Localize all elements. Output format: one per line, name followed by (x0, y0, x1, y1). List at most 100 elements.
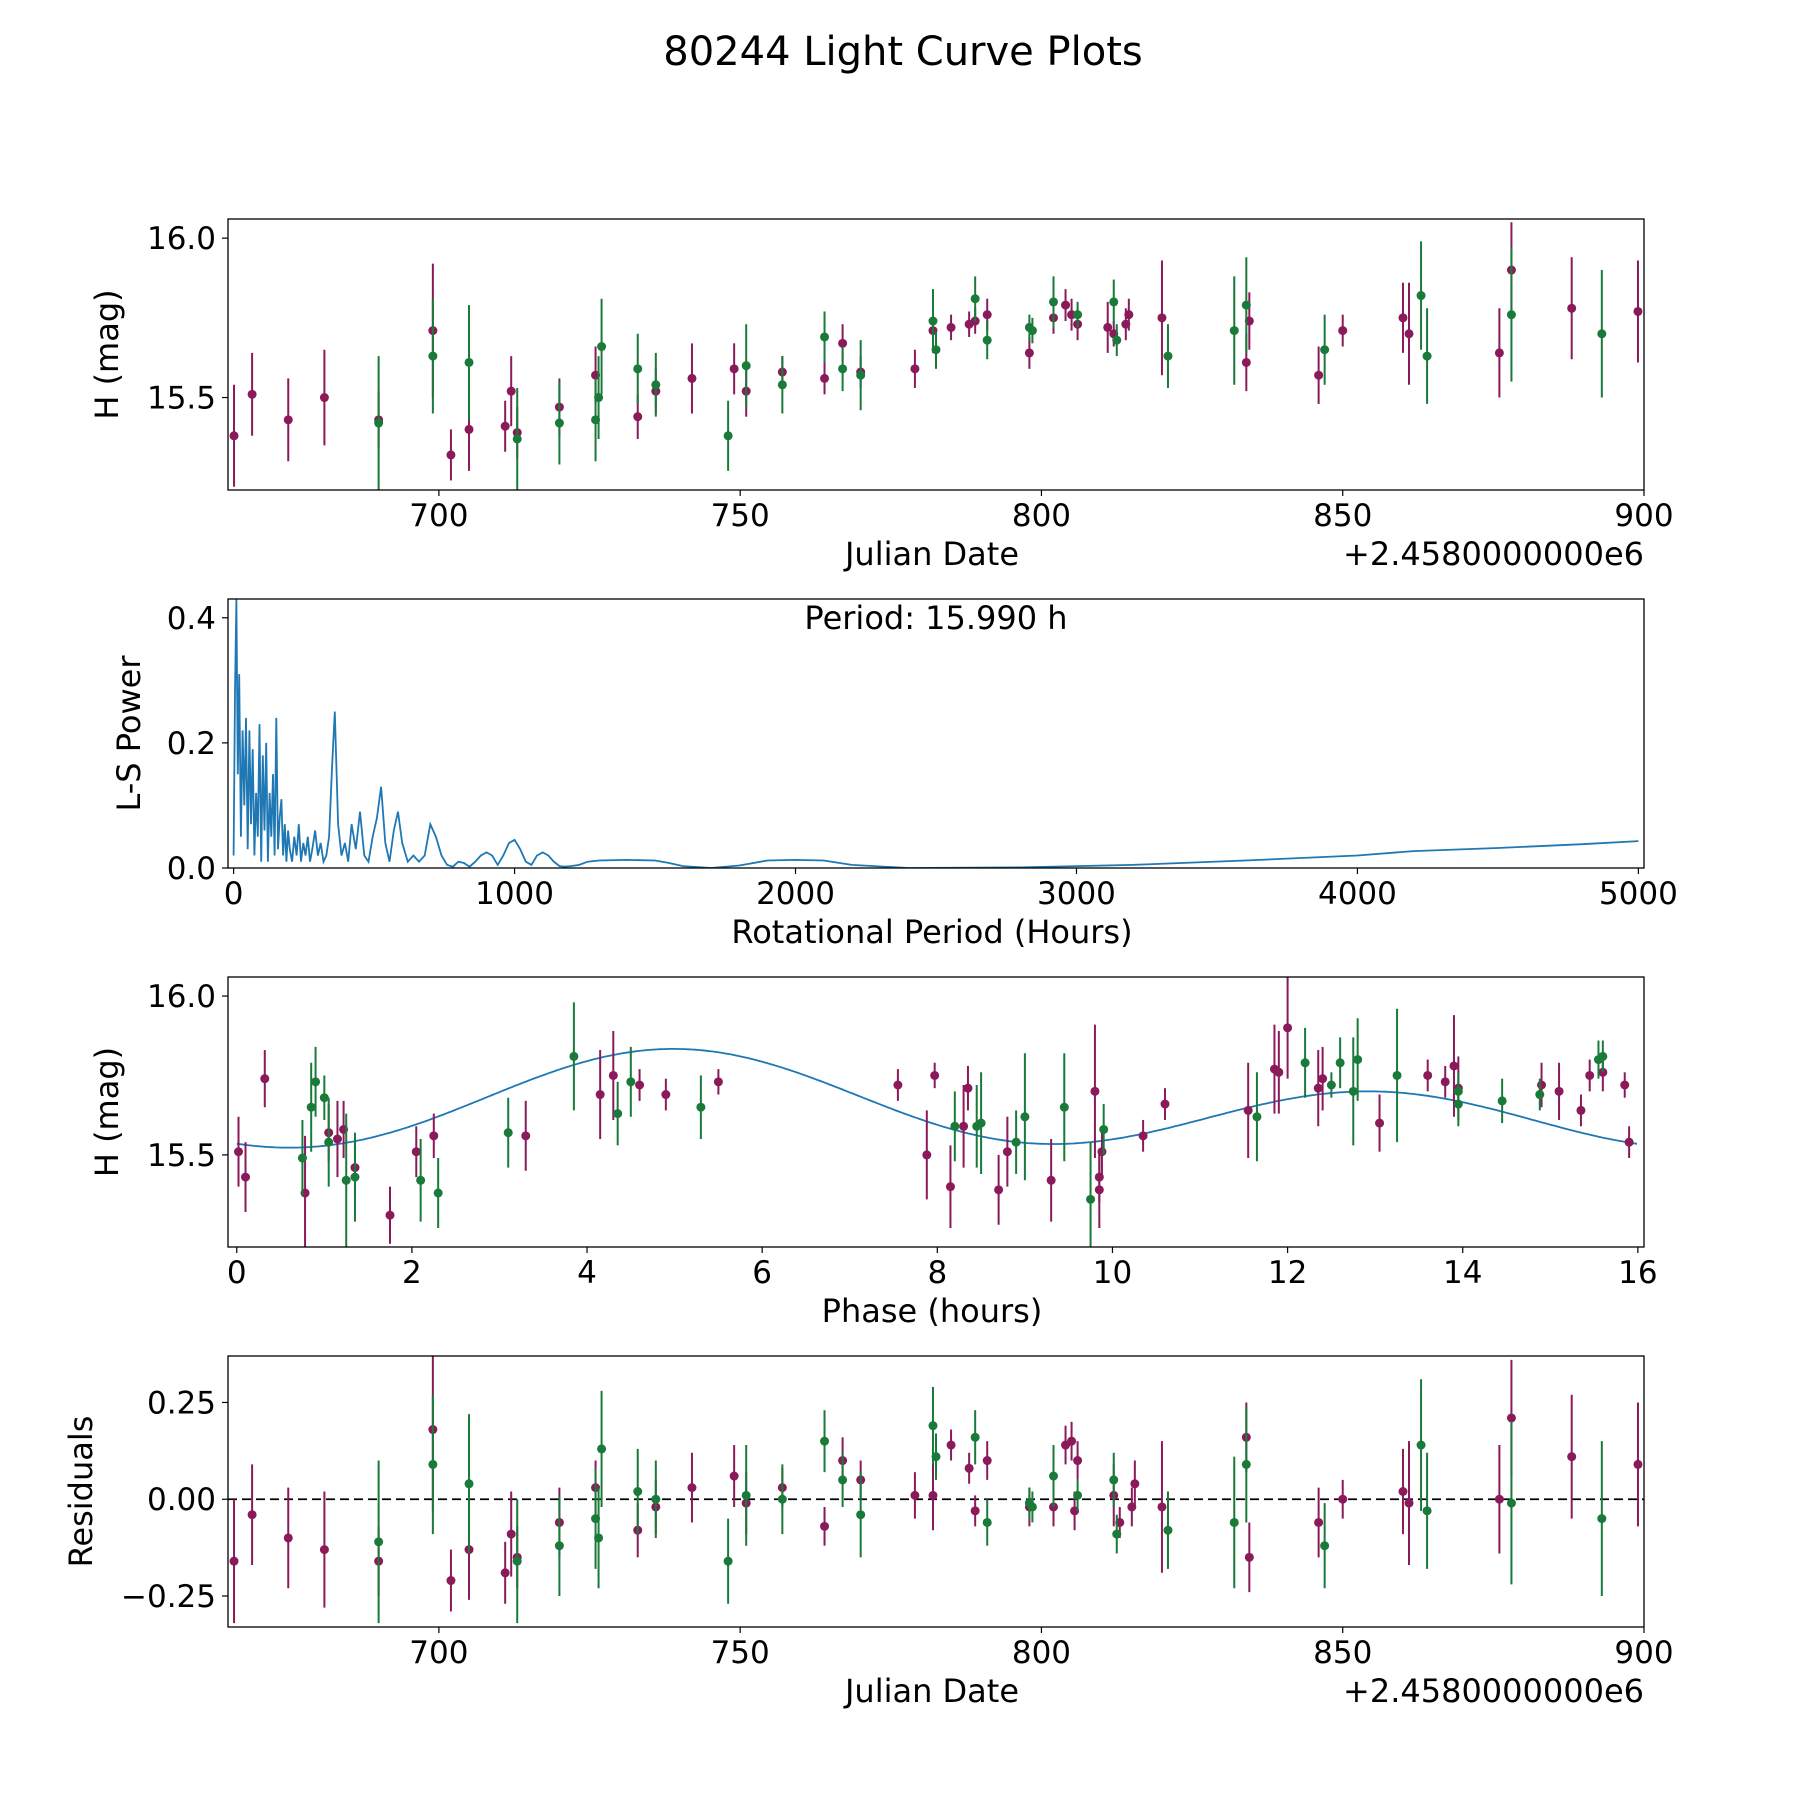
x-axis-label: Phase (hours) (822, 1292, 1043, 1330)
data-point-green (777, 1494, 787, 1504)
data-point-green (319, 1093, 329, 1103)
data-point-green (1109, 1475, 1119, 1485)
data-point-magenta (506, 1529, 516, 1539)
data-point-green (464, 357, 474, 367)
data-point-magenta (319, 1545, 329, 1555)
data-point-magenta (1404, 329, 1414, 339)
data-point-green (1392, 1070, 1402, 1080)
x-tick-label: 750 (711, 498, 770, 534)
x-tick-label: 2000 (756, 876, 835, 912)
data-point-magenta (1554, 1086, 1564, 1096)
data-point-magenta (283, 1533, 293, 1543)
data-point-green (928, 1421, 938, 1431)
data-point-green (1048, 1471, 1058, 1481)
data-point-magenta (946, 322, 956, 332)
data-point-magenta (234, 1147, 244, 1157)
x-tick-label: 1000 (475, 876, 554, 912)
data-point-magenta (970, 1506, 980, 1516)
data-point-magenta (521, 1131, 531, 1141)
data-point-green (633, 1487, 643, 1496)
data-point-green (633, 364, 643, 374)
data-point-magenta (595, 1090, 605, 1100)
data-point-magenta (260, 1074, 270, 1084)
axes-frame (227, 598, 1645, 869)
y-tick-label: 15.5 (147, 1138, 216, 1174)
data-point-green (820, 332, 830, 342)
data-point-green (838, 1475, 848, 1485)
x-tick-label: 6 (752, 1255, 772, 1291)
data-point-magenta (1124, 310, 1134, 320)
data-point-green (928, 316, 938, 326)
axes-frame (227, 1355, 1645, 1628)
periodogram-line (232, 599, 1639, 868)
plot-area (234, 977, 1638, 1247)
data-point-magenta (446, 1576, 456, 1586)
data-point-magenta (500, 421, 510, 431)
data-point-green (1422, 1506, 1432, 1516)
data-point-magenta (946, 1440, 956, 1450)
data-point-magenta (1314, 370, 1324, 380)
data-point-green (651, 380, 661, 390)
data-point-green (1073, 1490, 1083, 1500)
data-point-green (856, 370, 866, 380)
data-point-magenta (332, 1134, 342, 1144)
data-point-green (597, 342, 607, 352)
period-annotation: Period: 15.990 h (804, 599, 1067, 637)
data-point-magenta (1103, 322, 1113, 332)
data-point-magenta (247, 1510, 257, 1520)
y-axis-label: H (mag) (88, 289, 126, 419)
data-point-magenta (385, 1210, 395, 1220)
data-point-magenta (1506, 1413, 1516, 1423)
data-point-green (1320, 1541, 1330, 1551)
data-point-magenta (500, 1568, 510, 1578)
data-point-magenta (319, 393, 329, 403)
data-point-magenta (446, 450, 456, 460)
data-point-magenta (945, 1182, 955, 1192)
x-offset-text: +2.4580000000e6 (1343, 1672, 1644, 1710)
data-point-green (503, 1128, 513, 1138)
data-point-green (1506, 1498, 1516, 1508)
data-point-magenta (687, 373, 697, 383)
data-point-green (1229, 326, 1239, 336)
data-point-green (1099, 1124, 1109, 1134)
data-point-green (856, 1510, 866, 1520)
data-point-green (1416, 291, 1426, 301)
data-point-green (1073, 310, 1083, 320)
x-tick-label: 3000 (1037, 876, 1116, 912)
data-point-magenta (241, 1172, 251, 1182)
data-point-magenta (1138, 1131, 1148, 1141)
data-point-magenta (1440, 1077, 1450, 1087)
data-point-green (1109, 297, 1119, 307)
data-point-green (297, 1153, 307, 1163)
data-point-magenta (1283, 1023, 1293, 1033)
data-point-green (428, 1459, 438, 1469)
data-point-magenta (963, 1083, 973, 1093)
x-tick-label: 8 (927, 1255, 947, 1291)
data-point-magenta (661, 1090, 671, 1100)
data-point-green (1300, 1058, 1310, 1068)
data-point-magenta (411, 1147, 421, 1157)
data-point-green (820, 1436, 830, 1446)
data-point-magenta (959, 1121, 969, 1131)
data-point-green (741, 1490, 751, 1500)
data-point-green (931, 1452, 941, 1462)
fit-curve (236, 1048, 1638, 1149)
x-tick-label: 850 (1313, 498, 1372, 534)
data-point-magenta (982, 1456, 992, 1466)
data-point-magenta (729, 1471, 739, 1481)
x-tick-label: 10 (1093, 1255, 1132, 1291)
axes-frame (227, 976, 1645, 1248)
data-point-green (1020, 1112, 1030, 1122)
data-point-magenta (1537, 1080, 1547, 1090)
data-point-magenta (1449, 1061, 1459, 1071)
data-point-magenta (1633, 306, 1643, 316)
data-point-green (1506, 310, 1516, 320)
y-tick-label: 0.0 (167, 851, 216, 887)
data-point-green (1086, 1194, 1096, 1204)
data-point-magenta (1585, 1070, 1595, 1080)
data-point-green (433, 1188, 443, 1198)
data-point-green (1252, 1112, 1262, 1122)
data-point-magenta (1494, 1494, 1504, 1504)
data-point-magenta (1423, 1070, 1433, 1080)
data-point-green (723, 1556, 733, 1566)
